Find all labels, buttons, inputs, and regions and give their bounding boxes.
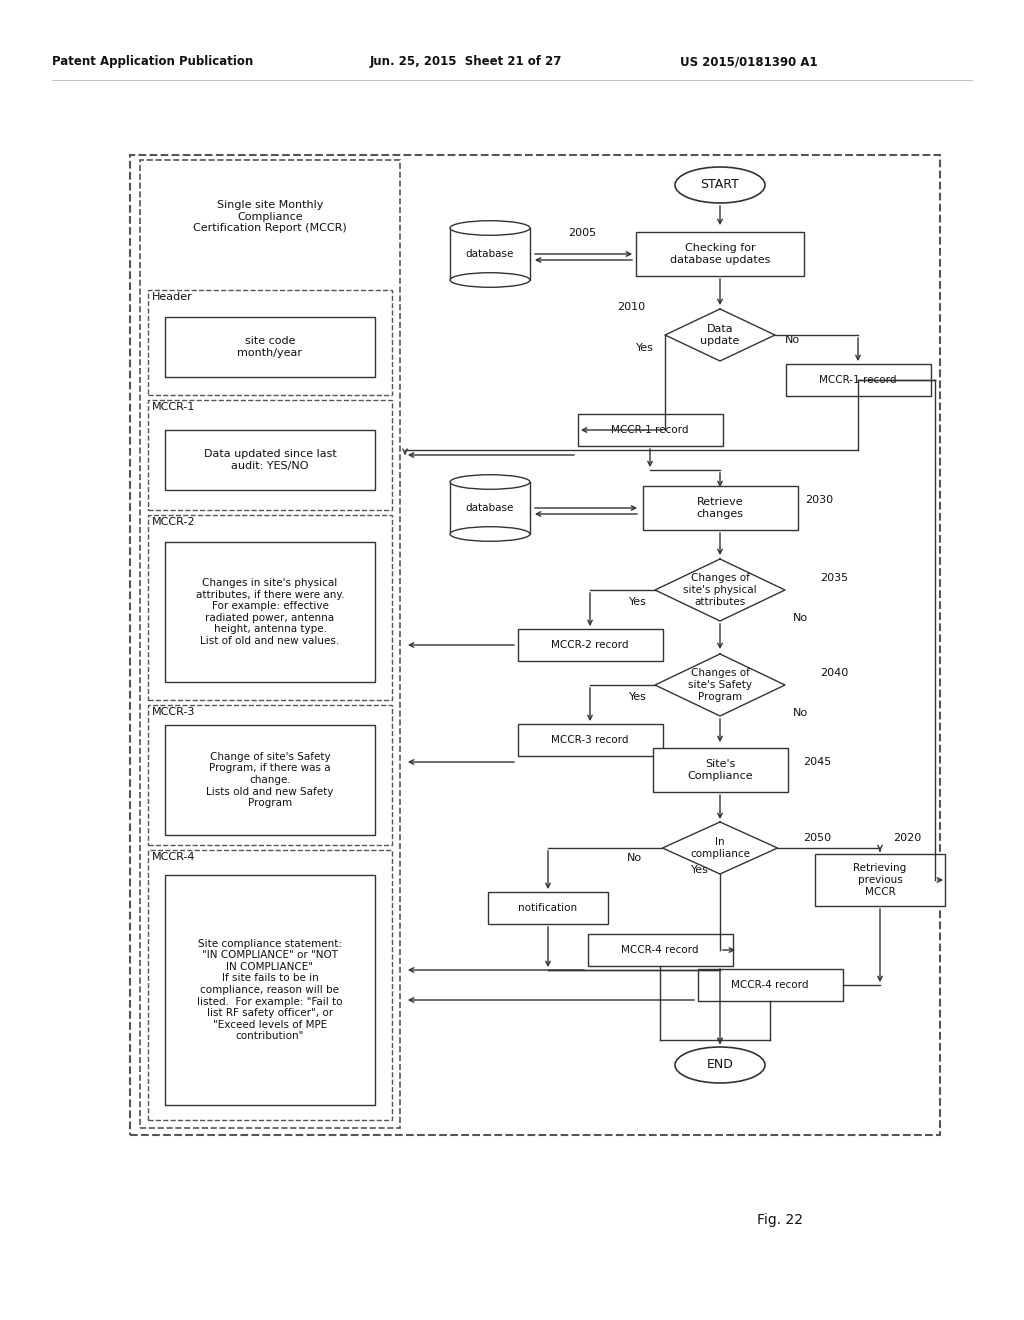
Text: Site compliance statement:
"IN COMPLIANCE" or "NOT
IN COMPLIANCE"
If site fails : Site compliance statement: "IN COMPLIANC… — [198, 939, 343, 1041]
Text: 2030: 2030 — [805, 495, 834, 506]
Ellipse shape — [675, 168, 765, 203]
Text: Changes in site's physical
attributes, if there were any.
For example: effective: Changes in site's physical attributes, i… — [196, 578, 344, 645]
FancyBboxPatch shape — [785, 364, 931, 396]
Text: No: No — [793, 708, 808, 718]
Text: Header: Header — [152, 292, 193, 302]
FancyBboxPatch shape — [165, 725, 375, 836]
Text: No: No — [784, 335, 800, 345]
Text: MCCR-2 record: MCCR-2 record — [551, 640, 629, 649]
Text: Yes: Yes — [629, 597, 647, 607]
Text: Single site Monthly
Compliance
Certification Report (MCCR): Single site Monthly Compliance Certifica… — [194, 201, 347, 234]
Text: 2050: 2050 — [803, 833, 831, 843]
Text: MCCR-3 record: MCCR-3 record — [551, 735, 629, 744]
Bar — [450, 228, 530, 280]
Text: 2035: 2035 — [820, 573, 848, 583]
Text: Fig. 22: Fig. 22 — [757, 1213, 803, 1228]
Text: Changes of
site's Safety
Program: Changes of site's Safety Program — [688, 668, 752, 702]
FancyBboxPatch shape — [165, 875, 375, 1105]
FancyBboxPatch shape — [578, 414, 723, 446]
Polygon shape — [655, 558, 785, 620]
Ellipse shape — [450, 475, 530, 490]
Text: Change of site's Safety
Program, if there was a
change.
Lists old and new Safety: Change of site's Safety Program, if ther… — [206, 752, 334, 808]
Text: MCCR-4 record: MCCR-4 record — [731, 979, 809, 990]
Text: START: START — [700, 178, 739, 191]
FancyBboxPatch shape — [636, 232, 804, 276]
Text: Site's
Compliance: Site's Compliance — [687, 759, 753, 781]
FancyBboxPatch shape — [165, 317, 375, 378]
Text: Checking for
database updates: Checking for database updates — [670, 243, 770, 265]
Text: 2045: 2045 — [803, 756, 831, 767]
Text: MCCR-4 record: MCCR-4 record — [622, 945, 698, 954]
Text: MCCR-1 record: MCCR-1 record — [611, 425, 689, 436]
Text: 2020: 2020 — [893, 833, 922, 843]
Text: Data updated since last
audit: YES/NO: Data updated since last audit: YES/NO — [204, 449, 336, 471]
Ellipse shape — [450, 527, 530, 541]
FancyBboxPatch shape — [652, 748, 787, 792]
Text: 2005: 2005 — [568, 228, 596, 238]
Ellipse shape — [450, 273, 530, 288]
Text: database: database — [466, 503, 514, 513]
Polygon shape — [655, 653, 785, 715]
Text: MCCR-1: MCCR-1 — [152, 403, 196, 412]
Text: No: No — [793, 612, 808, 623]
FancyBboxPatch shape — [488, 892, 608, 924]
Text: US 2015/0181390 A1: US 2015/0181390 A1 — [680, 55, 817, 69]
Text: Data
update: Data update — [700, 325, 739, 346]
Text: 2010: 2010 — [617, 302, 645, 312]
Text: Yes: Yes — [636, 343, 654, 352]
Text: In
compliance: In compliance — [690, 837, 750, 859]
Text: notification: notification — [518, 903, 578, 913]
Text: END: END — [707, 1059, 733, 1072]
Polygon shape — [663, 822, 777, 874]
Ellipse shape — [450, 220, 530, 235]
Bar — [450, 482, 530, 535]
Text: Retrieving
previous
MCCR: Retrieving previous MCCR — [853, 863, 906, 896]
Text: Jun. 25, 2015  Sheet 21 of 27: Jun. 25, 2015 Sheet 21 of 27 — [370, 55, 562, 69]
FancyBboxPatch shape — [588, 935, 732, 966]
Text: MCCR-1 record: MCCR-1 record — [819, 375, 897, 385]
Text: database: database — [466, 249, 514, 259]
Text: MCCR-3: MCCR-3 — [152, 708, 196, 717]
Text: site code
month/year: site code month/year — [238, 337, 302, 358]
Text: No: No — [627, 853, 642, 863]
Text: Changes of
site's physical
attributes: Changes of site's physical attributes — [683, 573, 757, 607]
FancyBboxPatch shape — [517, 630, 663, 661]
Text: Retrieve
changes: Retrieve changes — [696, 498, 743, 519]
Text: MCCR-4: MCCR-4 — [152, 851, 196, 862]
Polygon shape — [665, 309, 775, 360]
Text: MCCR-2: MCCR-2 — [152, 517, 196, 527]
FancyBboxPatch shape — [815, 854, 945, 906]
Ellipse shape — [675, 1047, 765, 1082]
Text: 2040: 2040 — [820, 668, 848, 678]
FancyBboxPatch shape — [697, 969, 843, 1001]
FancyBboxPatch shape — [642, 486, 798, 531]
FancyBboxPatch shape — [165, 543, 375, 682]
FancyBboxPatch shape — [517, 723, 663, 756]
Text: Yes: Yes — [629, 692, 647, 702]
FancyBboxPatch shape — [165, 430, 375, 490]
Text: Patent Application Publication: Patent Application Publication — [52, 55, 253, 69]
Text: Yes: Yes — [691, 865, 709, 875]
